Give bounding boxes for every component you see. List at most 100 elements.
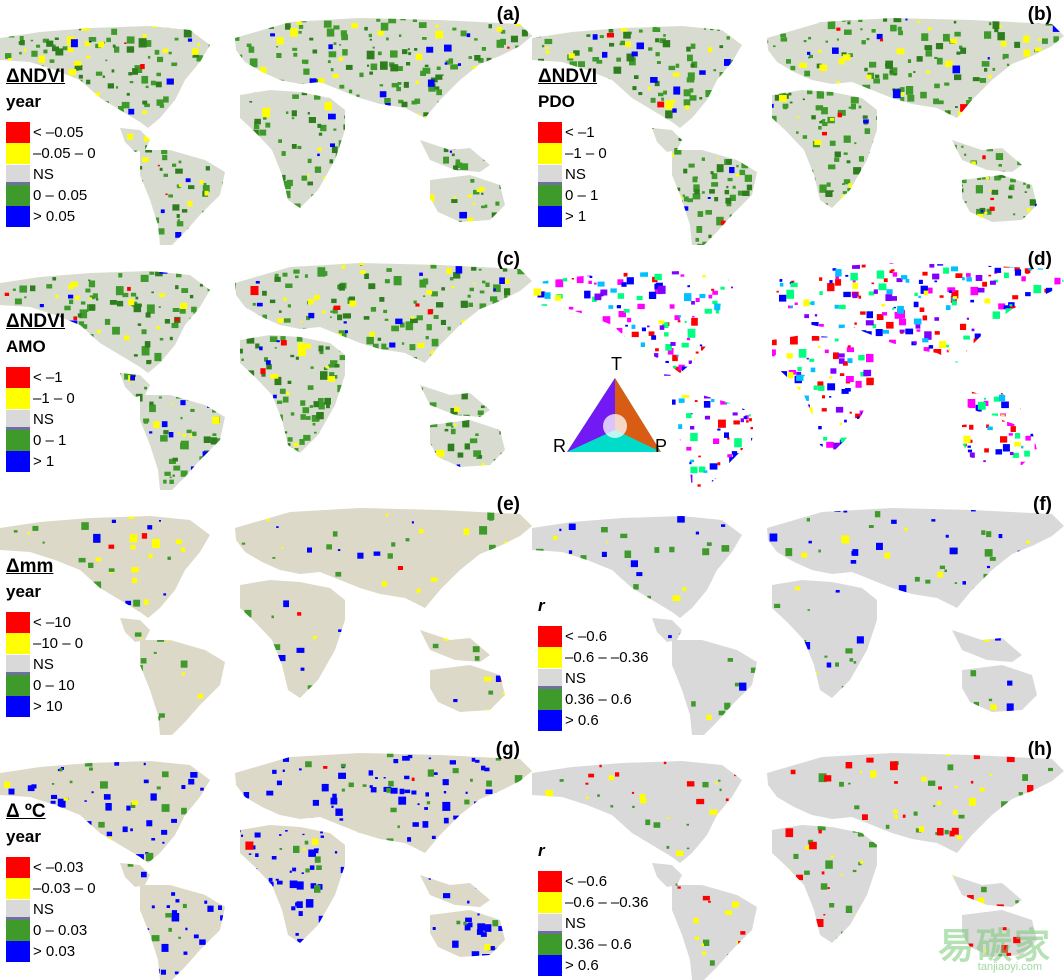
legend-item-label: NS: [33, 166, 54, 183]
legend-item: < –1: [6, 367, 75, 388]
land-region: [652, 618, 682, 642]
land-region: [240, 580, 345, 698]
legend-item-label: 0 – 1: [33, 432, 66, 449]
panel-label: (d): [1028, 249, 1052, 271]
legend-swatch: [6, 675, 30, 696]
legend-swatch: [6, 410, 30, 430]
legend-item: < –0.05: [6, 122, 96, 143]
legend-subtitle: year: [6, 825, 96, 849]
legend-title: ΔNDVI: [538, 66, 607, 88]
land-region: [952, 630, 1022, 662]
legend-item: NS: [6, 654, 83, 675]
legend-subtitle: PDO: [538, 90, 607, 114]
legend-item-label: –0.6 – –0.36: [565, 894, 648, 911]
legend-swatch: [6, 451, 30, 472]
land-region: [962, 175, 1037, 222]
legend-swatch: [6, 143, 30, 164]
legend-item-label: < –1: [33, 369, 63, 386]
legend-swatch: [538, 626, 562, 647]
legend-swatch: [6, 430, 30, 451]
legend-subtitle: year: [6, 90, 96, 114]
legend-swatch: [538, 669, 562, 689]
legend-item-label: > 1: [33, 453, 54, 470]
legend-item-label: < –0.6: [565, 873, 607, 890]
legend-item: < –0.6: [538, 626, 648, 647]
legend-item-label: NS: [565, 915, 586, 932]
rgb-triangle-icon: [555, 360, 665, 460]
legend-item: > 0.03: [6, 941, 96, 962]
legend-item-label: < –0.05: [33, 124, 83, 141]
legend-swatch: [6, 185, 30, 206]
legend-item: 0 – 10: [6, 675, 83, 696]
legend-item: > 0.6: [538, 955, 648, 976]
legend-item: –0.6 – –0.36: [538, 892, 648, 913]
panel-label: (c): [497, 249, 520, 271]
legend-item: > 0.6: [538, 710, 648, 731]
legend-item-label: –0.05 – 0: [33, 145, 96, 162]
legend-swatch: [538, 143, 562, 164]
legend-title: ΔNDVI: [6, 311, 75, 333]
legend-item: –10 – 0: [6, 633, 83, 654]
panel-label: (h): [1028, 739, 1052, 761]
land-region: [240, 335, 345, 453]
legend-item: > 10: [6, 696, 83, 717]
legend-swatch: [6, 696, 30, 717]
legend-item-label: –1 – 0: [565, 145, 607, 162]
legend-item: < –0.6: [538, 871, 648, 892]
legend-item-label: 0.36 – 0.6: [565, 691, 632, 708]
triangle-label-t: T: [611, 354, 622, 375]
legend-item-label: > 1: [565, 208, 586, 225]
legend-item-label: > 0.6: [565, 957, 599, 974]
land-region: [420, 875, 490, 907]
legend-swatch: [6, 900, 30, 920]
legend-item-label: < –1: [565, 124, 595, 141]
land-region: [952, 875, 1022, 907]
legend-swatch: [538, 165, 562, 185]
legend-swatch: [6, 612, 30, 633]
legend-item: –0.6 – –0.36: [538, 647, 648, 668]
legend-item-label: 0 – 10: [33, 677, 75, 694]
land-region: [772, 335, 877, 453]
legend-item: NS: [6, 164, 96, 185]
legend-swatch: [6, 165, 30, 185]
legend-subtitle: r: [538, 839, 648, 863]
legend-swatch: [538, 689, 562, 710]
legend-title: ΔNDVI: [6, 66, 96, 88]
land-region: [140, 885, 225, 980]
legend-swatch: [6, 388, 30, 409]
legend-subtitle: r: [538, 594, 648, 618]
legend-item-label: < –0.6: [565, 628, 607, 645]
legend-swatch: [6, 633, 30, 654]
land-region: [140, 640, 225, 735]
legend-item-label: > 0.03: [33, 943, 75, 960]
legend-item-label: < –0.03: [33, 859, 83, 876]
legend-swatch: [6, 655, 30, 675]
land-region: [120, 618, 150, 642]
legend-item-label: NS: [565, 166, 586, 183]
legend-title: Δ ºC: [6, 801, 96, 823]
legend-item-label: > 10: [33, 698, 63, 715]
panel-label: (a): [497, 4, 520, 26]
legend-item: NS: [6, 409, 75, 430]
legend-item: NS: [538, 164, 607, 185]
legend-item: –0.03 – 0: [6, 878, 96, 899]
legend-swatch: [6, 878, 30, 899]
legend-swatch: [538, 871, 562, 892]
legend-swatch: [6, 206, 30, 227]
legend-swatch: [6, 941, 30, 962]
panel-label: (b): [1028, 4, 1052, 26]
legend-swatch: [538, 892, 562, 913]
land-region: [952, 140, 1022, 172]
legend-swatch: [6, 367, 30, 388]
legend-item-label: NS: [565, 670, 586, 687]
rgb-triangle-legend: T R P: [555, 360, 665, 460]
map-legend: r < –0.6 –0.6 – –0.36 NS 0.36 – 0.6 > 0.6: [538, 592, 648, 731]
legend-item-label: NS: [33, 411, 54, 428]
